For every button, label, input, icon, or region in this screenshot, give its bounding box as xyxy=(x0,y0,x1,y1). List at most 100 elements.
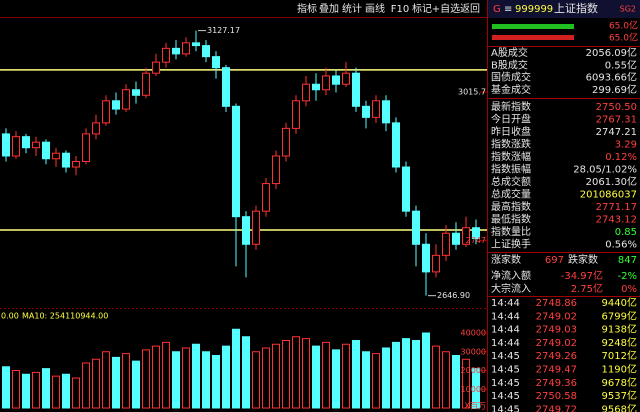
trade-price: 2749.36 xyxy=(536,378,577,389)
row-value: 3.29 xyxy=(615,140,637,151)
volume-bar xyxy=(172,351,180,409)
volume-bar xyxy=(332,349,340,409)
row-label: 指数涨幅 xyxy=(491,150,531,163)
volume-bar xyxy=(142,349,150,409)
volume-bar xyxy=(352,340,360,409)
volume-bar xyxy=(132,360,140,409)
trade-time: 14:45 xyxy=(491,351,520,362)
row-value: 28.05/1.02% xyxy=(573,165,637,176)
toolbar-button[interactable]: 统计 xyxy=(342,2,362,15)
candle-body xyxy=(342,72,350,85)
candle-body xyxy=(252,210,260,245)
toolbar-button[interactable]: F10 xyxy=(391,4,409,15)
volume-bar xyxy=(42,368,50,409)
volume-bar xyxy=(52,375,60,409)
candle-body xyxy=(82,133,90,162)
bar-label: 65.0亿 xyxy=(609,32,638,44)
candle-body xyxy=(62,152,70,168)
flow-pct: 0% xyxy=(621,284,637,295)
volume-bar xyxy=(312,345,320,409)
candle-body xyxy=(332,75,340,85)
toolbar-button[interactable]: 返回 xyxy=(460,3,480,15)
volume-bar xyxy=(272,343,280,409)
toolbar-button[interactable]: +自选 xyxy=(432,2,460,15)
row-value: 2061.30亿 xyxy=(586,175,637,188)
breadth-value: 697 xyxy=(545,255,564,266)
bar-green xyxy=(492,24,574,29)
trade-time: 14:44 xyxy=(491,311,520,322)
toolbar-button[interactable]: 指标 xyxy=(297,2,317,15)
row-label: 国债成交 xyxy=(491,71,531,84)
candle-body xyxy=(22,136,30,149)
tag: SG2 xyxy=(620,5,636,14)
candle-body xyxy=(112,100,120,110)
volume-bar xyxy=(82,362,90,409)
trade-volume: 9568亿 xyxy=(602,402,637,412)
volume-bar xyxy=(452,355,460,409)
volume-bar xyxy=(392,341,400,409)
row-value: 0.55亿 xyxy=(605,58,637,71)
candle-body xyxy=(352,72,360,107)
volume-bar xyxy=(472,368,480,409)
toolbar-button[interactable]: 画线 xyxy=(365,2,385,15)
volume-bar xyxy=(112,356,120,409)
volume-bar xyxy=(2,366,10,409)
code: 999999 xyxy=(515,4,553,15)
flow-value: -34.97亿 xyxy=(561,269,603,282)
trade-time: 14:44 xyxy=(491,325,520,336)
toolbar-button[interactable]: 叠加 xyxy=(319,3,339,15)
trade-price: 2748.86 xyxy=(536,298,577,309)
menu[interactable]: ≡ xyxy=(504,4,512,15)
row-label: 总成交量 xyxy=(491,188,531,201)
row-value: 2750.50 xyxy=(596,102,637,113)
volume-bar xyxy=(402,338,410,409)
row-label: 最新指数 xyxy=(491,100,531,113)
volume-bar xyxy=(432,345,440,409)
candle-body xyxy=(152,61,160,74)
row-value: 2767.31 xyxy=(596,115,637,126)
volume-bar xyxy=(282,340,290,409)
trade-volume: 9248亿 xyxy=(602,336,637,349)
candle-body xyxy=(222,67,230,107)
row-label: 指数振幅 xyxy=(491,163,531,176)
trade-time: 14:45 xyxy=(491,378,520,389)
candle-body xyxy=(362,105,370,118)
row-value: 201086037 xyxy=(580,190,637,201)
candle-body xyxy=(242,216,250,245)
volume-bar xyxy=(262,347,270,409)
candle-body xyxy=(402,166,410,212)
candle-body xyxy=(422,243,430,273)
breadth-label: 涨家数 xyxy=(491,253,521,266)
row-value: 2771.17 xyxy=(596,202,637,213)
volume-bar xyxy=(72,377,80,409)
volume-bar xyxy=(152,345,160,409)
volume-bar xyxy=(412,340,420,409)
bar-red xyxy=(492,35,574,40)
trade-price: 2749.26 xyxy=(536,351,577,362)
trade-volume: 9678亿 xyxy=(602,376,637,389)
row-label: 最低指数 xyxy=(491,213,531,226)
trade-price: 2749.03 xyxy=(536,325,577,336)
volume-tick-label: 40000 xyxy=(461,329,486,338)
candle-body xyxy=(412,210,420,245)
volume-bar xyxy=(382,347,390,409)
bar-label: 65.0亿 xyxy=(609,20,638,32)
candle-body xyxy=(382,100,390,124)
row-label: A股成交 xyxy=(491,46,528,59)
name: 上证指数 xyxy=(554,1,598,15)
marker: G xyxy=(493,4,501,15)
volume-legend: MA10: 254110944.00 xyxy=(22,312,108,321)
flow-value: 2.75亿 xyxy=(571,282,603,295)
volume-bar xyxy=(182,347,190,409)
candle-body xyxy=(162,47,170,63)
candle-body xyxy=(52,152,60,160)
candle-body xyxy=(132,89,140,96)
volume-bar xyxy=(222,345,230,409)
volume-unit: X百万 xyxy=(465,402,486,411)
volume-bar xyxy=(12,370,20,409)
toolbar-button[interactable]: 标记 xyxy=(412,3,432,15)
volume-bar xyxy=(232,328,240,409)
volume-bar xyxy=(322,341,330,409)
candle-body xyxy=(372,100,380,118)
candle-body xyxy=(142,72,150,96)
